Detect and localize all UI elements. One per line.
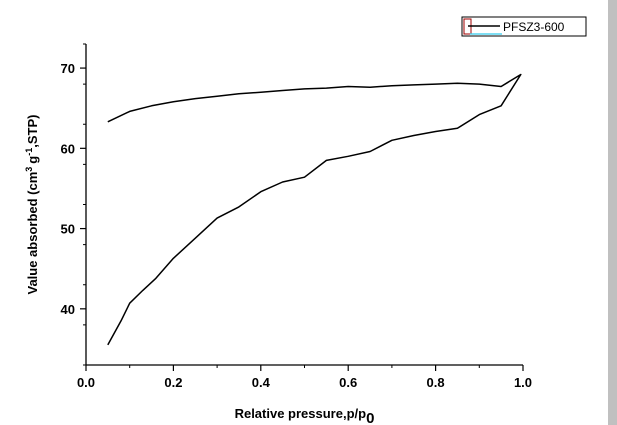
y-axis-title-sup-minus1: -1: [24, 148, 34, 156]
y-tick-label: 40: [61, 302, 75, 317]
y-tick-label: 60: [61, 141, 75, 156]
y-axis-title-sup-3: 3: [24, 167, 34, 172]
y-axis-title-part-1: Value absorbed (cm: [25, 172, 40, 295]
plot-area: [107, 73, 522, 346]
y-axis-title-part-stp: ,STP): [25, 114, 40, 147]
y-axis-title: Value absorbed (cm3 g-1,STP): [24, 114, 40, 294]
x-tick-label: 0.6: [339, 375, 357, 390]
x-axis-title: Relative pressure,p/p0: [235, 406, 375, 425]
x-axis-title-subscript: 0: [366, 410, 374, 425]
x-tick-label: 0.4: [252, 375, 271, 390]
x-tick-label: 0.2: [164, 375, 182, 390]
x-axis-title-main: Relative pressure,p/p: [235, 406, 367, 421]
y-axis-ticks: 40 50 60 70: [61, 43, 86, 366]
legend-label-pfsz3-600: PFSZ3-600: [503, 20, 565, 34]
y-axis-title-part-g: g: [25, 156, 40, 164]
legend-box: [461, 16, 587, 37]
window-edge-strip: [608, 0, 617, 425]
x-tick-label: 0.8: [427, 375, 445, 390]
y-tick-label: 50: [61, 222, 75, 237]
x-tick-label: 0.0: [77, 375, 95, 390]
series-line-pfsz3-600: [107, 73, 522, 346]
x-axis-ticks: 0.0 0.2 0.4 0.6 0.8 1.0: [77, 365, 532, 390]
x-tick-label: 1.0: [514, 375, 532, 390]
legend: PFSZ3-600: [461, 16, 587, 37]
y-tick-label: 70: [61, 61, 75, 76]
